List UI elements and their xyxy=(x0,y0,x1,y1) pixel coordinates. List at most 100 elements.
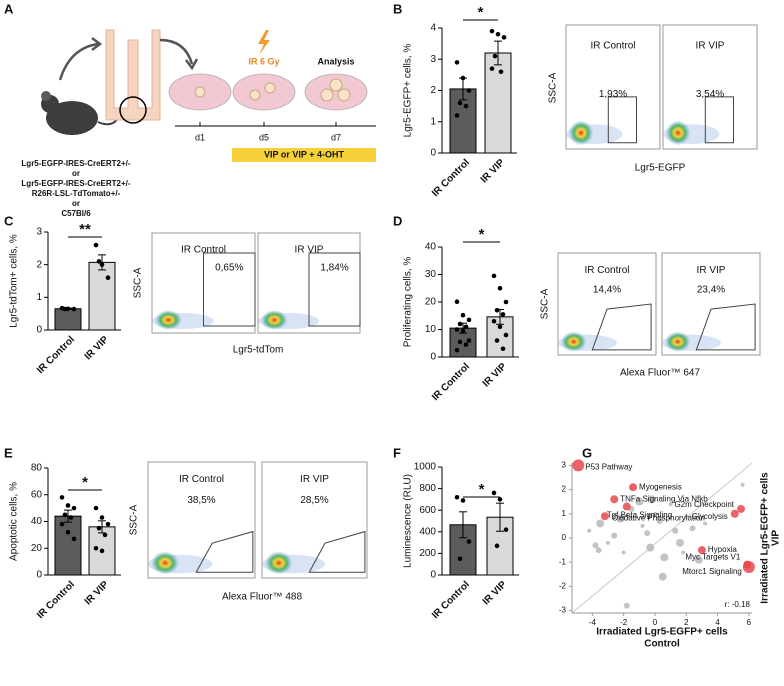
data-point xyxy=(454,494,460,500)
annotation: r: -0.18 xyxy=(725,600,751,609)
genotype: C57Bl/6 xyxy=(61,209,91,218)
data-point xyxy=(498,69,504,75)
y-tick-label: 3 xyxy=(36,227,42,238)
x-axis-label: Irradiated Lgr5-EGFP+ cells xyxy=(596,627,728,638)
pathway-point xyxy=(668,502,673,507)
panel-label: E xyxy=(4,445,13,460)
gate xyxy=(695,303,756,351)
flow-x-label: Alexa Fluor™ 647 xyxy=(620,368,700,379)
day-label: d5 xyxy=(259,132,269,142)
gate-percent: 1,93% xyxy=(599,89,627,100)
genotype: or xyxy=(72,199,80,208)
event-cloud xyxy=(155,310,182,330)
gate xyxy=(203,252,256,327)
organoid xyxy=(337,88,351,102)
bar xyxy=(449,524,477,576)
bar xyxy=(88,261,116,331)
y-tick-label: 0 xyxy=(36,570,42,581)
pathway-label: Mtorc1 Signaling xyxy=(682,567,742,576)
organoid xyxy=(194,86,206,98)
pathway-label: Glycolysis xyxy=(692,512,728,521)
x-tick-label: IR VIP xyxy=(481,579,509,607)
dish xyxy=(232,73,296,111)
pathway-point xyxy=(616,514,625,523)
panel-label: B xyxy=(393,1,402,16)
panel-label: D xyxy=(393,213,402,228)
x-tick-label: IR Control xyxy=(35,334,77,376)
y-axis-label: Lgr5-EGFP+ cells, % xyxy=(403,44,414,138)
data-point xyxy=(62,306,68,312)
y-axis-label: Irradiated Lgr5-EGFP+ cells xyxy=(760,472,771,604)
data-point xyxy=(500,312,506,317)
gate xyxy=(591,303,652,351)
data-point xyxy=(492,53,498,59)
y-tick-label: 2 xyxy=(430,85,436,96)
pathway-label: G2m Checkpoint xyxy=(674,500,734,509)
highlighted-point xyxy=(572,459,585,472)
pathway-point xyxy=(606,540,610,545)
highlighted-point xyxy=(610,495,619,504)
x-tick-label: IR VIP xyxy=(83,334,111,362)
data-point xyxy=(62,512,68,518)
data-point xyxy=(463,103,469,109)
flow-y-label: SSC-A xyxy=(129,504,140,535)
y-tick-label: 4 xyxy=(430,23,436,34)
y-tick-label: 3 xyxy=(430,54,436,65)
gate-title: IR Control xyxy=(181,245,226,256)
gate-percent: 23,4% xyxy=(697,284,725,295)
gate xyxy=(195,530,254,573)
irradiation-label: IR 6 Gy xyxy=(248,56,279,66)
data-point xyxy=(454,327,460,332)
data-point xyxy=(99,548,105,554)
lightning xyxy=(258,30,270,55)
pathway-point xyxy=(644,530,651,537)
pathway-point xyxy=(592,542,599,549)
gate-percent: 28,5% xyxy=(300,495,328,506)
panel-label: F xyxy=(393,445,401,460)
panel-label: C xyxy=(4,213,14,228)
data-point xyxy=(460,328,466,334)
pathway-point xyxy=(689,525,696,532)
pathway-point xyxy=(621,550,626,555)
treatment-label: VIP or VIP + 4-OHT xyxy=(264,149,344,159)
data-point xyxy=(59,521,65,527)
crypt xyxy=(105,29,161,121)
highlighted-point xyxy=(730,509,739,518)
pathway-label: P53 Pathway xyxy=(585,463,632,472)
x-tick-label: -4 xyxy=(589,618,597,627)
genotype: Lgr5-EGFP-IRES-CreERT2+/- xyxy=(21,179,130,188)
data-point xyxy=(454,60,460,65)
y-axis-label: VIP xyxy=(771,530,782,546)
day-label: d7 xyxy=(331,132,341,142)
pathway-point xyxy=(656,518,663,525)
y-axis-label: Lgr5-tdTom+ cells, % xyxy=(9,234,20,328)
data-point xyxy=(457,321,463,327)
pathway-point xyxy=(658,572,667,581)
x-tick-label: 2 xyxy=(684,618,689,627)
x-tick-label: -2 xyxy=(620,618,628,627)
y-tick-label: 0 xyxy=(430,570,436,581)
data-point xyxy=(105,521,111,527)
x-tick-label: IR VIP xyxy=(481,361,509,389)
data-point xyxy=(494,338,500,343)
x-tick-label: IR VIP xyxy=(83,579,111,607)
crypt-highlight xyxy=(119,96,147,124)
data-point xyxy=(454,113,460,118)
data-point xyxy=(466,338,472,343)
pathway-point xyxy=(611,532,618,539)
pathway-point xyxy=(587,528,592,533)
y-tick-label: 1 xyxy=(36,292,42,303)
y-tick-label: 600 xyxy=(419,505,436,516)
x-tick-label: IR Control xyxy=(430,579,472,621)
pathway-label: Myc Targets V1 xyxy=(685,553,741,562)
x-axis-label: Control xyxy=(644,639,680,650)
analysis-label: Analysis xyxy=(317,56,354,66)
data-point xyxy=(454,299,460,305)
data-point xyxy=(99,515,105,520)
data-point xyxy=(466,317,472,323)
data-point xyxy=(71,505,77,511)
arrow xyxy=(159,38,194,65)
pathway-point xyxy=(623,602,630,609)
data-point xyxy=(489,66,495,71)
data-point xyxy=(457,100,463,106)
